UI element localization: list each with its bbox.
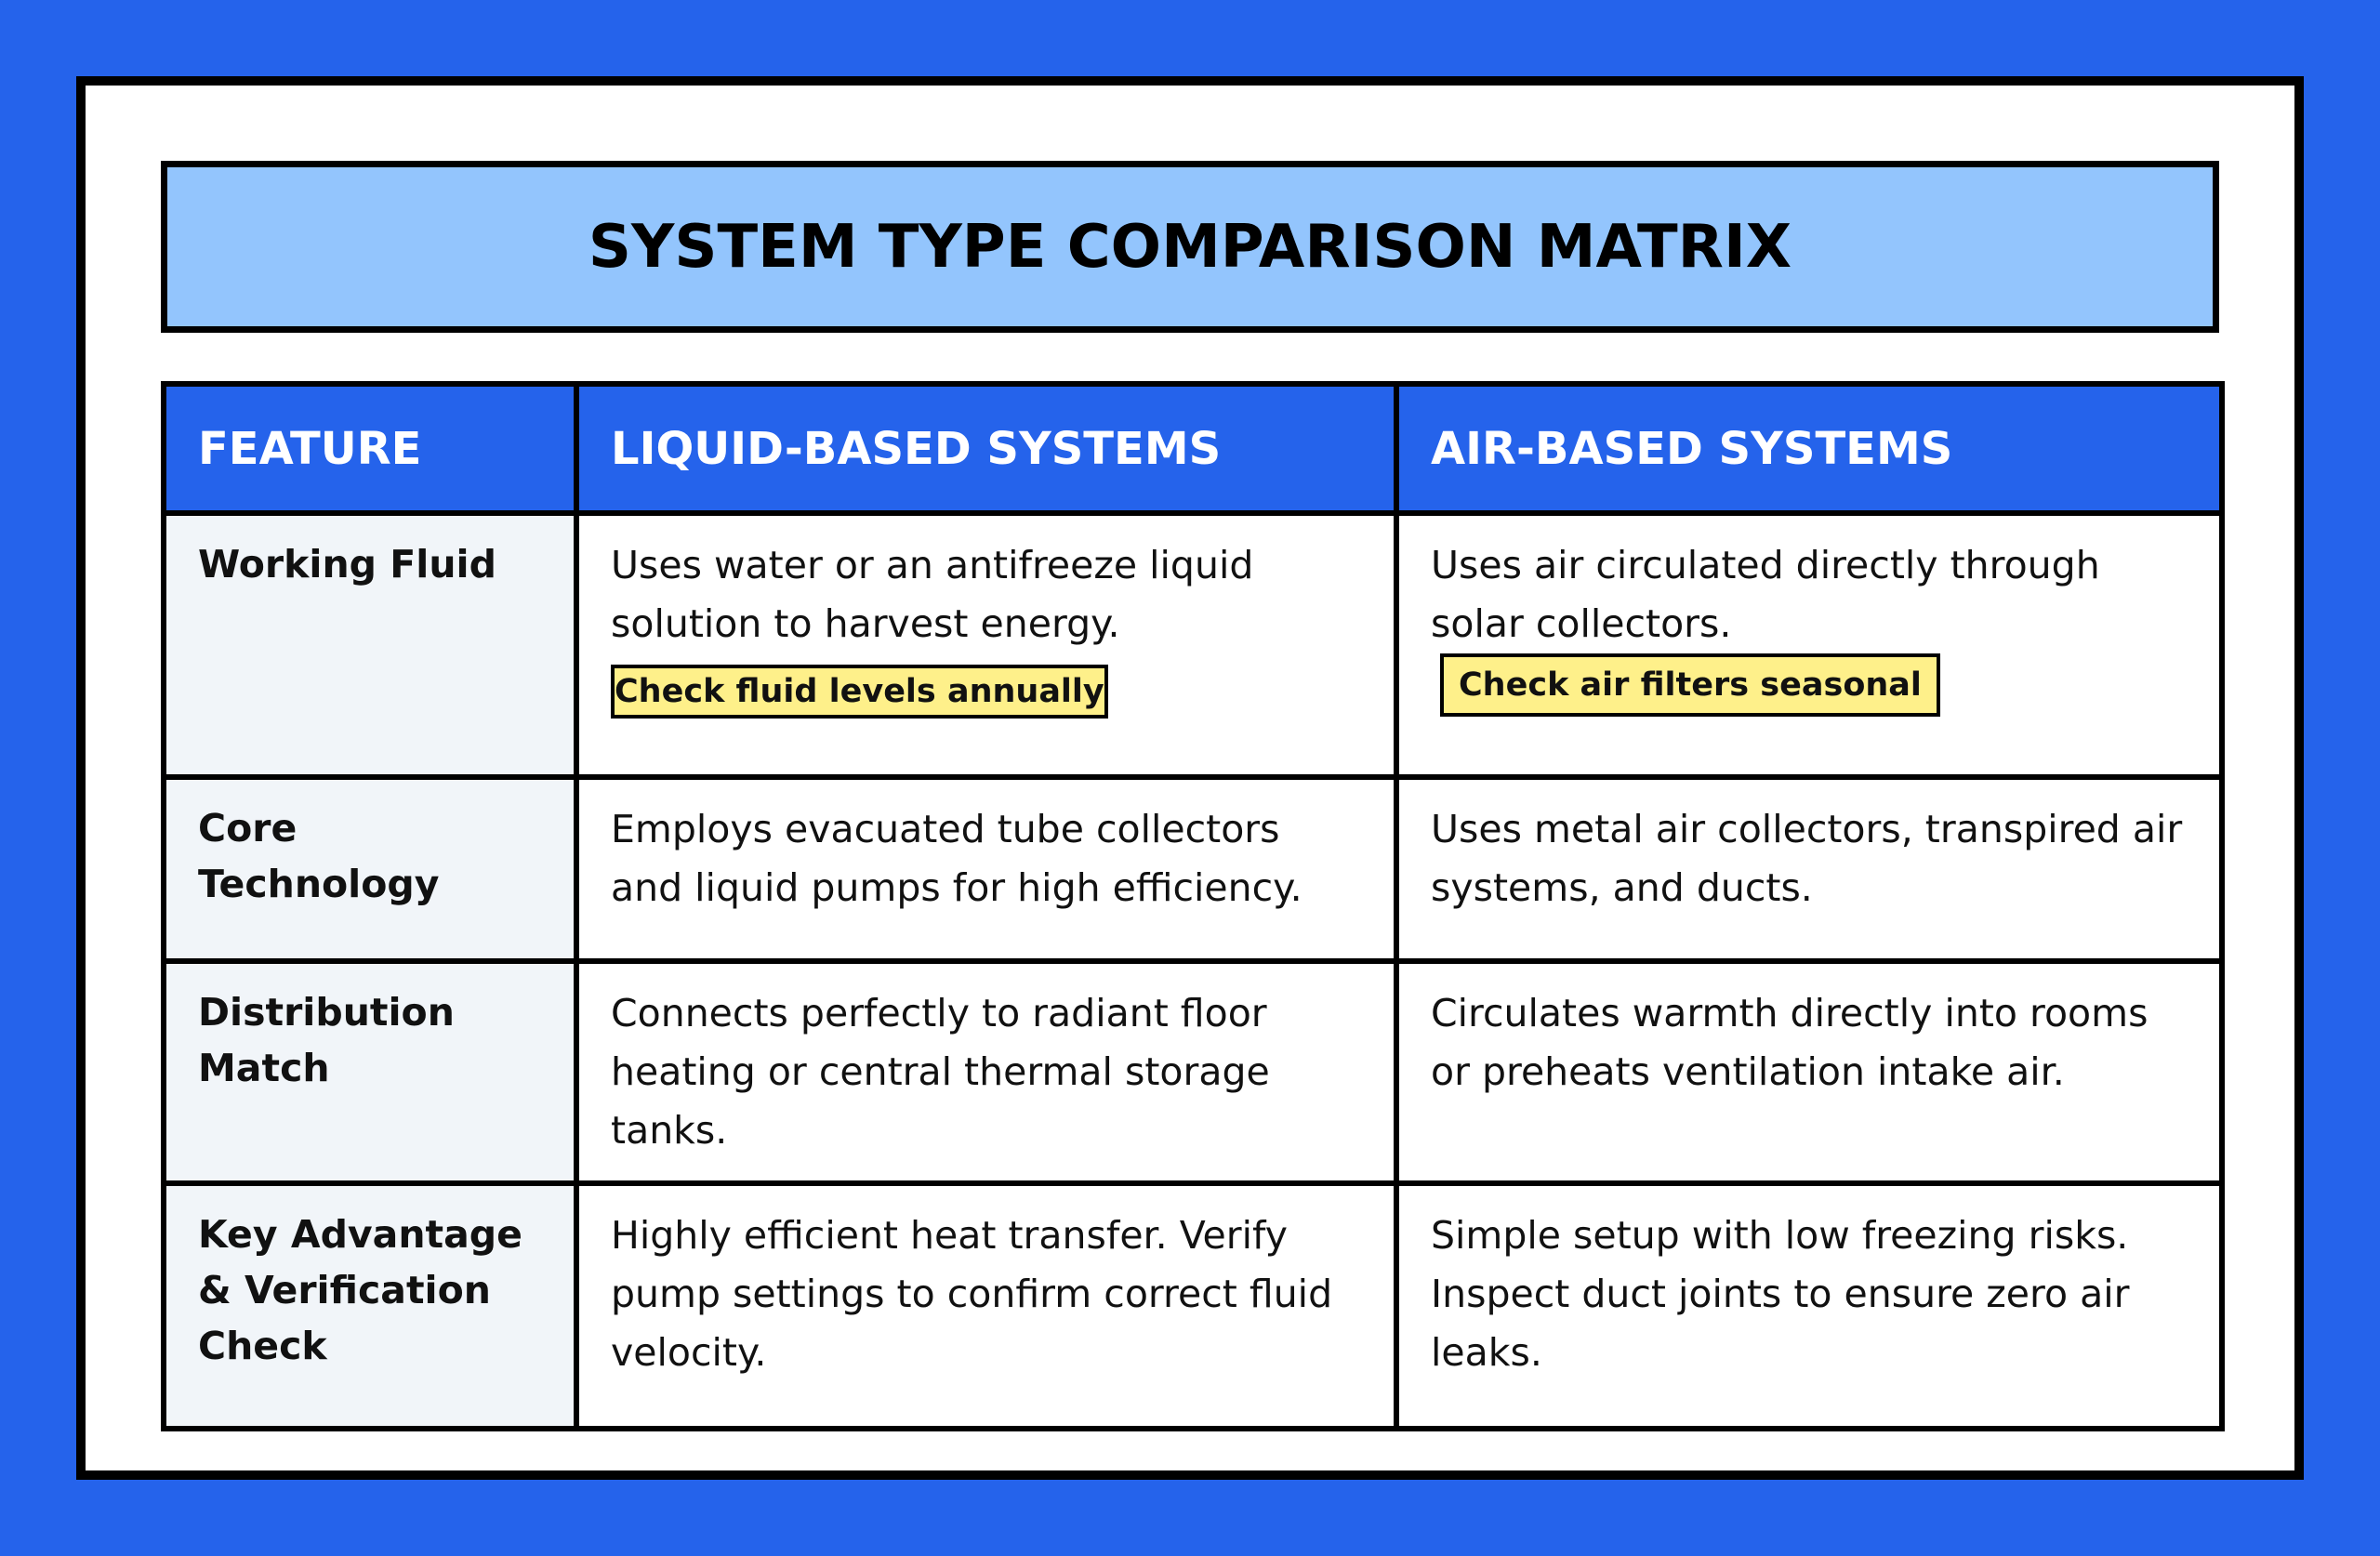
cell-text: Connects perfectly to radiant floor heat…: [611, 991, 1270, 1153]
cell-text: Uses air circulated directly through sol…: [1431, 543, 2100, 646]
note-badge: Check fluid levels annually: [611, 665, 1108, 719]
feature-cell: Distribution Match: [161, 958, 579, 1186]
table-body: Working Fluid Uses water or an antifreeze…: [161, 510, 2225, 1431]
cell-text: Employs evacuated tube collectors and li…: [611, 807, 1302, 910]
air-cell: Uses air circulated directly through sol…: [1394, 510, 2225, 780]
table-row: Core Technology Employs evacuated tube co…: [161, 774, 2225, 964]
cell-text: Uses metal air collectors, transpired ai…: [1431, 807, 2183, 910]
liquid-cell: Connects perfectly to radiant floor heat…: [574, 958, 1399, 1186]
comparison-table: FEATURE LIQUID-BASED SYSTEMS AIR-BASED SYS…: [161, 381, 2225, 1431]
air-cell: Uses metal air collectors, transpired ai…: [1394, 774, 2225, 964]
cell-text: Circulates warmth directly into rooms or…: [1431, 991, 2149, 1094]
table-row: Working Fluid Uses water or an antifreeze…: [161, 510, 2225, 780]
column-header: FEATURE: [161, 381, 579, 516]
card: SYSTEM TYPE COMPARISON MATRIX FEATURE LIQ…: [76, 76, 2304, 1480]
cell-text: Highly efficient heat transfer. Verify p…: [611, 1213, 1333, 1375]
liquid-cell: Highly efficient heat transfer. Verify p…: [574, 1180, 1399, 1431]
liquid-cell: Uses water or an antifreeze liquid solut…: [574, 510, 1399, 780]
title: SYSTEM TYPE COMPARISON MATRIX: [161, 161, 2219, 333]
column-header: LIQUID-BASED SYSTEMS: [574, 381, 1399, 516]
cell-text: Uses water or an antifreeze liquid solut…: [611, 543, 1254, 646]
table-row: Key Advantage & Verification Check Highly…: [161, 1180, 2225, 1431]
table-row: Distribution Match Connects perfectly to …: [161, 958, 2225, 1186]
column-header: AIR-BASED SYSTEMS: [1394, 381, 2225, 516]
feature-cell: Working Fluid: [161, 510, 579, 780]
feature-cell: Core Technology: [161, 774, 579, 964]
air-cell: Circulates warmth directly into rooms or…: [1394, 958, 2225, 1186]
note-badge: Check air filters seasonal: [1440, 653, 1940, 717]
header-row: FEATURE LIQUID-BASED SYSTEMS AIR-BASED SYS…: [161, 381, 2225, 516]
liquid-cell: Employs evacuated tube collectors and li…: [574, 774, 1399, 964]
air-cell: Simple setup with low freezing risks. In…: [1394, 1180, 2225, 1431]
cell-text: Simple setup with low freezing risks. In…: [1431, 1213, 2130, 1375]
feature-cell: Key Advantage & Verification Check: [161, 1180, 579, 1431]
